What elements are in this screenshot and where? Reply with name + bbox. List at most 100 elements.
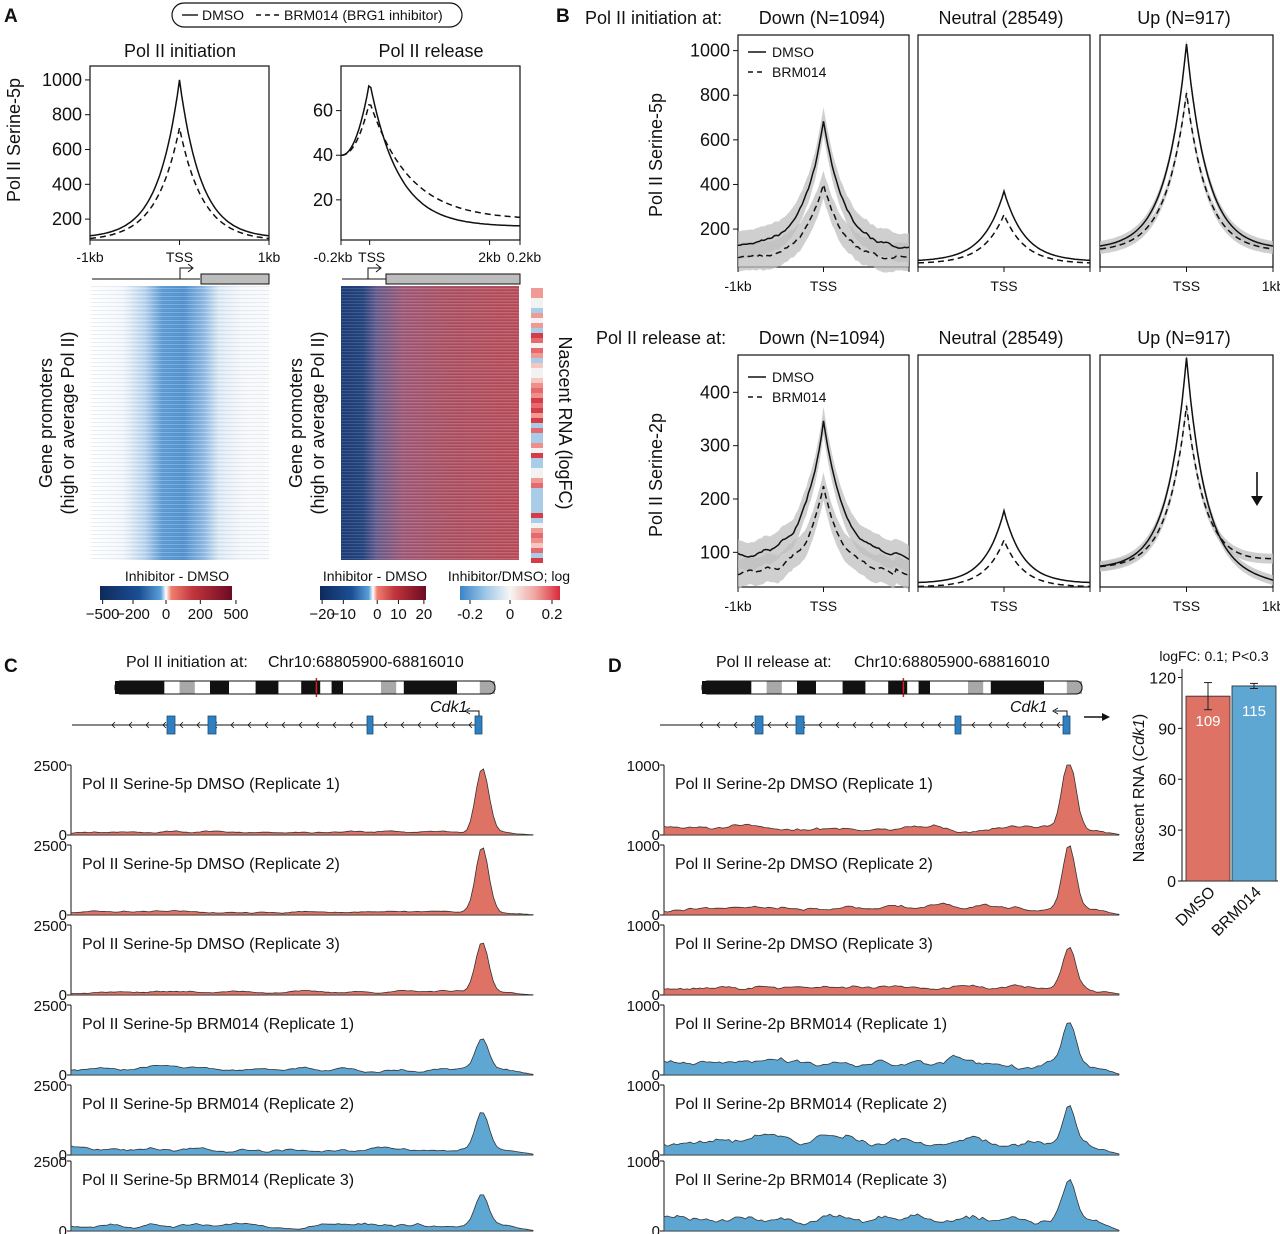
a-init-gene-body xyxy=(200,273,270,285)
a-init-dmso-line xyxy=(89,79,270,237)
d-track-4-label: Pol II Serine-2p BRM014 (Replicate 2) xyxy=(675,1096,947,1113)
cb1-ticks: −500−200 0 200 500 xyxy=(86,600,248,623)
c-locus: Chr10:68805900-68816010 xyxy=(268,654,464,671)
a-release-tss-arrow-icon xyxy=(367,263,382,279)
c-track-2-signal xyxy=(70,942,534,996)
d-track-3-ymax: 1000 xyxy=(627,998,660,1015)
c-track-2-label: Pol II Serine-5p DMSO (Replicate 3) xyxy=(82,936,340,953)
cb3-bar xyxy=(460,586,560,600)
a-init-ytick-label-3: 800 xyxy=(52,105,82,125)
nascent-cell xyxy=(531,348,543,353)
cb2-bar xyxy=(320,586,426,600)
cb1-tick-label-4: 500 xyxy=(223,606,248,623)
c-strand-arrow-icon xyxy=(383,721,388,729)
b-row1-2-brm-ci-band xyxy=(1100,88,1273,254)
b-row1-0-xtick-label-1: TSS xyxy=(810,278,837,294)
a-ylabel: Pol II Serine-5p xyxy=(4,78,24,202)
d-track-5-ymax: 1000 xyxy=(627,1154,660,1171)
b-row1-2-xtick-label-2: 1kb xyxy=(1262,278,1280,294)
d-gene-model xyxy=(660,707,1071,735)
a-release-dmso-line xyxy=(340,84,521,227)
d-track-4-ymax: 1000 xyxy=(627,1078,660,1095)
nascent-cell xyxy=(531,358,543,363)
nascent-cell xyxy=(531,408,543,413)
b-row2-2-dmso-ci-band xyxy=(1100,352,1273,586)
a-release-xtick-label-2: 2kb xyxy=(478,249,501,265)
a-init-ytick-label-4: 1000 xyxy=(42,70,82,90)
c-strand-arrow-icon xyxy=(315,721,320,729)
c-track-2-ymax: 2500 xyxy=(34,918,67,935)
a-init-title: Pol II initiation xyxy=(124,41,236,61)
c-band-6 xyxy=(331,681,343,694)
d-track-5-signal xyxy=(663,1178,1120,1232)
bar-title: logFC: 0.1; P<0.3 xyxy=(1159,648,1269,664)
nascent-cell xyxy=(531,543,543,548)
bar-ytick-label-3: 90 xyxy=(1158,721,1176,738)
c-strand-arrow-icon xyxy=(468,721,473,729)
nascent-cell xyxy=(531,558,543,563)
cb3-title: Inhibitor/DMSO; log xyxy=(448,568,570,584)
c-track-0-ymin: 0 xyxy=(59,827,67,844)
b-row2-title-down: Down (N=1094) xyxy=(759,328,886,348)
a-heat-ylabel-2: (high or average Pol II) xyxy=(58,331,78,514)
b-row2-0-ytick-label-0: 100 xyxy=(700,542,730,562)
b-row1-prefix: Pol II initiation at: xyxy=(585,8,722,28)
c-track-5-signal xyxy=(70,1194,534,1232)
cb3-tick-label-1: 0 xyxy=(506,606,514,623)
a-release-gene-body xyxy=(385,273,521,285)
nascent-cell xyxy=(531,443,543,448)
bar-ylabel-main: Nascent RNA ( xyxy=(1131,756,1148,862)
bar-0-category: DMSO xyxy=(1173,884,1219,930)
nascent-cell xyxy=(531,538,543,543)
c-track-4-ymax: 2500 xyxy=(34,1078,67,1095)
nascent-cell xyxy=(531,318,543,323)
c-strand-arrow-icon xyxy=(451,721,456,729)
c-strand-arrow-icon xyxy=(196,721,201,729)
c-strand-arrow-icon xyxy=(230,721,235,729)
cb3-ticks: -0.2 0 0.2 xyxy=(457,600,562,623)
c-band-1 xyxy=(164,681,180,694)
d-track-5-label: Pol II Serine-2p BRM014 (Replicate 3) xyxy=(675,1172,947,1189)
c-tss-arrowhead-icon xyxy=(464,707,471,715)
c-track-5-ymin: 0 xyxy=(59,1223,67,1234)
b2-legend-brm: BRM014 xyxy=(772,389,827,405)
a-release-brm-line xyxy=(340,104,521,219)
c-track-1-signal xyxy=(70,847,534,916)
a-release-heatmap-texture xyxy=(341,286,519,560)
b-row1-0-dmso-line xyxy=(738,121,910,249)
bar-ytick-label-0: 0 xyxy=(1167,874,1176,891)
cb2-title: Inhibitor - DMSO xyxy=(323,568,427,584)
d-locus: Chr10:68805900-68816010 xyxy=(854,654,1050,671)
a-heat-ylabel-1: Gene promoters xyxy=(36,358,56,488)
d-strand-arrow-icon xyxy=(903,721,908,729)
c-track-4-signal xyxy=(70,1112,534,1156)
d-gene-name: Cdk1 xyxy=(1010,699,1047,716)
b-row1-0-ytick-label-4: 1000 xyxy=(690,41,730,61)
b-row2-0-ytick-label-3: 400 xyxy=(700,382,730,402)
d-strand-arrow-icon xyxy=(886,721,891,729)
a-init-tss-arrow-icon xyxy=(179,263,194,279)
cb1-tick-label-2: 0 xyxy=(162,606,170,623)
a-init-ytick-label-2: 600 xyxy=(52,140,82,160)
b1-legend-dmso: DMSO xyxy=(772,44,814,60)
b-row1-0-ytick-label-2: 600 xyxy=(700,130,730,150)
c-strand-arrow-icon xyxy=(264,721,269,729)
c-strand-arrow-icon xyxy=(332,721,337,729)
b-row2-2-xtick-label-1: TSS xyxy=(1173,598,1200,614)
c-exon-2 xyxy=(366,715,374,735)
nascent-cell xyxy=(531,478,543,483)
c-band-7 xyxy=(381,681,397,694)
nascent-cell xyxy=(531,418,543,423)
d-track-1-ymin: 0 xyxy=(652,907,660,924)
d-track-2-ymax: 1000 xyxy=(627,918,660,935)
nascent-cell xyxy=(531,413,543,418)
nascent-cell xyxy=(531,323,543,328)
a-release-xtick-label-1: TSS xyxy=(358,249,385,265)
legend-brm-label: BRM014 (BRG1 inhibitor) xyxy=(284,7,443,23)
c-strand-arrow-icon xyxy=(247,721,252,729)
c-strand-arrow-icon xyxy=(281,721,286,729)
nascent-cell xyxy=(531,528,543,533)
d-exon-3 xyxy=(1062,715,1071,735)
d-track-2-signal xyxy=(663,946,1120,996)
c-band-2 xyxy=(179,681,195,694)
